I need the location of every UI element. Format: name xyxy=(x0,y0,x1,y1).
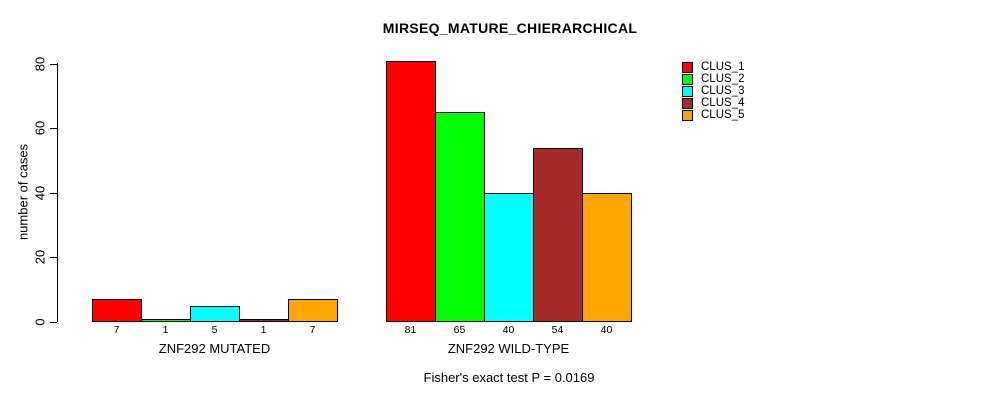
bar xyxy=(582,193,632,322)
legend-label: CLUS_1 xyxy=(701,61,745,73)
legend-label: CLUS_3 xyxy=(701,85,745,97)
y-axis-title: number of cases xyxy=(15,143,31,241)
legend-item: CLUS_3 xyxy=(682,85,745,97)
y-tick-label: 20 xyxy=(32,249,48,265)
bar xyxy=(484,193,534,322)
bar-value-label: 81 xyxy=(404,324,417,336)
bar-value-label: 1 xyxy=(260,324,267,336)
legend-item: CLUS_4 xyxy=(682,97,745,109)
y-axis-line xyxy=(57,63,58,322)
y-tick xyxy=(50,128,57,129)
bar xyxy=(190,306,240,322)
y-tick-label: 80 xyxy=(32,56,48,72)
legend-swatch-icon xyxy=(682,110,693,121)
legend-label: CLUS_2 xyxy=(701,73,745,85)
bar-value-label: 54 xyxy=(551,324,564,336)
legend-swatch-icon xyxy=(682,86,693,97)
y-tick xyxy=(50,64,57,65)
y-tick xyxy=(50,257,57,258)
bar-value-label: 5 xyxy=(211,324,218,336)
y-tick xyxy=(50,193,57,194)
legend: CLUS_1 CLUS_2 CLUS_3 CLUS_4 CLUS_5 xyxy=(682,61,745,122)
bar xyxy=(386,61,436,322)
legend-item: CLUS_1 xyxy=(682,61,745,73)
bar-value-label: 7 xyxy=(309,324,316,336)
group-label: ZNF292 WILD-TYPE xyxy=(447,341,570,356)
bar-value-label: 65 xyxy=(453,324,466,336)
bar-value-label: 7 xyxy=(113,324,120,336)
footer-note: Fisher's exact test P = 0.0169 xyxy=(423,370,595,385)
legend-item: CLUS_2 xyxy=(682,73,745,85)
legend-swatch-icon xyxy=(682,74,693,85)
bar-value-label: 1 xyxy=(162,324,169,336)
bar xyxy=(92,299,142,322)
y-tick-label: 0 xyxy=(32,318,48,326)
legend-swatch-icon xyxy=(682,98,693,109)
legend-item: CLUS_5 xyxy=(682,109,745,121)
group-label: ZNF292 MUTATED xyxy=(158,341,271,356)
bar xyxy=(141,319,191,322)
bar xyxy=(435,112,485,322)
bar xyxy=(288,299,338,322)
bar-value-label: 40 xyxy=(502,324,515,336)
bar-value-label: 40 xyxy=(600,324,613,336)
legend-label: CLUS_5 xyxy=(701,109,745,121)
legend-label: CLUS_4 xyxy=(701,97,745,109)
legend-swatch-icon xyxy=(682,62,693,73)
bar xyxy=(239,319,289,322)
bar xyxy=(533,148,583,322)
chart-title: MIRSEQ_MATURE_CHIERARCHICAL xyxy=(382,20,638,36)
y-tick-label: 60 xyxy=(32,120,48,136)
y-tick-label: 40 xyxy=(32,185,48,201)
y-tick xyxy=(50,322,57,323)
